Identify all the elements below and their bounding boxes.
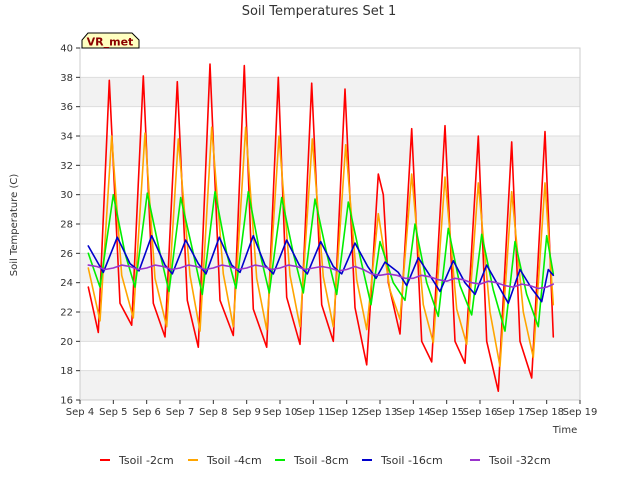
x-tick-label: Sep 7 — [166, 407, 194, 418]
site-badge-box — [81, 32, 140, 49]
series-lines — [87, 63, 555, 393]
site-badge: VR_met — [81, 32, 140, 49]
site-badge-label: VR_met — [87, 36, 134, 49]
y-tick-label: 22 — [60, 308, 73, 319]
y-tick-label: 18 — [60, 366, 73, 377]
x-tick-label: Sep 17 — [496, 407, 531, 418]
legend-label: Tsoil -2cm — [118, 454, 174, 467]
x-tick-label: Sep 8 — [199, 407, 227, 418]
x-tick-label: Sep 18 — [529, 407, 564, 418]
x-tick-label: Sep 5 — [99, 407, 127, 418]
x-axis-ticks: Sep 4 Sep 5 Sep 6 Sep 7 Sep 8 Sep 9 Sep 10Sep … — [66, 400, 598, 418]
x-tick-label: Sep 4 — [66, 407, 94, 418]
y-tick-label: 26 — [60, 249, 73, 260]
legend-item: Tsoil -8cm — [275, 454, 349, 467]
series-line-tsoil4cm — [87, 126, 555, 368]
legend-label: Tsoil -32cm — [488, 454, 551, 467]
legend-label: Tsoil -8cm — [293, 454, 349, 467]
series-line-tsoil2cm — [87, 63, 555, 393]
plot-background-bands — [80, 77, 580, 400]
x-tick-label: Sep 13 — [363, 407, 398, 418]
x-axis-label: Time — [552, 425, 577, 436]
y-axis-label: Soil Temperature (C) — [9, 174, 20, 277]
x-tick-label: Sep 10 — [263, 407, 298, 418]
x-tick-label: Sep 16 — [463, 407, 498, 418]
y-tick-label: 28 — [60, 220, 73, 231]
legend-item: Tsoil -32cm — [470, 454, 551, 467]
y-tick-label: 24 — [60, 278, 73, 289]
legend: Tsoil -2cm Tsoil -4cm Tsoil -8cm Tsoil -16c… — [100, 454, 551, 467]
legend-label: Tsoil -4cm — [206, 454, 262, 467]
x-tick-label: Sep 19 — [563, 407, 598, 418]
x-tick-label: Sep 9 — [232, 407, 260, 418]
plot-band — [80, 77, 580, 107]
chart-title: Soil Temperatures Set 1 — [242, 4, 397, 19]
y-tick-label: 38 — [60, 73, 73, 84]
series-line-tsoil32cm — [87, 264, 555, 290]
x-tick-label: Sep 6 — [132, 407, 160, 418]
y-tick-label: 40 — [60, 44, 73, 55]
plot-band — [80, 370, 580, 400]
x-tick-label: Sep 14 — [396, 407, 431, 418]
legend-item: Tsoil -16cm — [362, 454, 443, 467]
plot-band — [80, 194, 580, 224]
y-tick-label: 32 — [60, 161, 73, 172]
plot-band — [80, 312, 580, 342]
y-tick-label: 34 — [60, 132, 73, 143]
y-tick-label: 30 — [60, 190, 73, 201]
x-tick-label: Sep 15 — [429, 407, 464, 418]
legend-item: Tsoil -4cm — [188, 454, 262, 467]
series-line-tsoil16cm — [87, 234, 555, 305]
x-tick-label: Sep 11 — [296, 407, 331, 418]
y-tick-label: 20 — [60, 337, 73, 348]
plot-band — [80, 136, 580, 166]
y-tick-label: 36 — [60, 102, 73, 113]
y-axis-ticks: 16 18 20 22 24 26 28 30 32 34 36 38 40 — [60, 44, 80, 407]
legend-label: Tsoil -16cm — [380, 454, 443, 467]
x-tick-label: Sep 12 — [329, 407, 364, 418]
legend-item: Tsoil -2cm — [100, 454, 174, 467]
y-tick-label: 16 — [60, 396, 73, 407]
